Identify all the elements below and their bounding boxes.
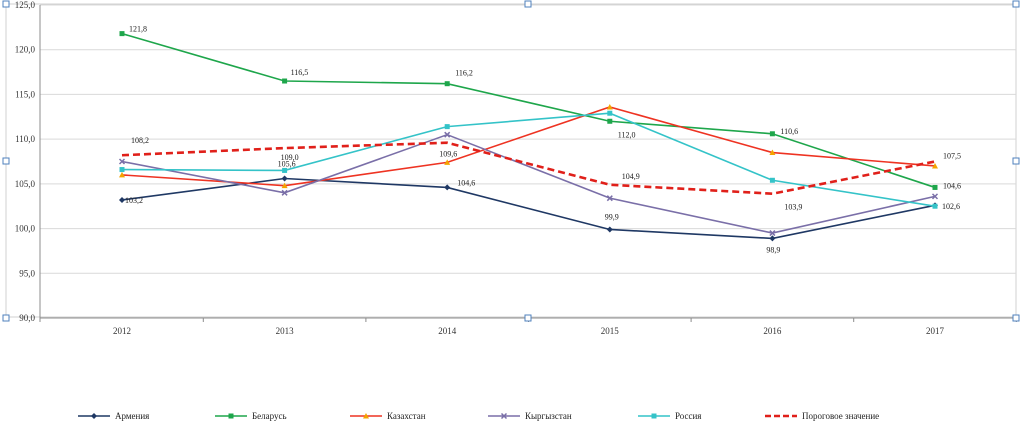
legend-marker	[651, 413, 657, 419]
data-point	[769, 235, 776, 242]
data-point	[119, 31, 125, 37]
resize-handle-top-right[interactable]	[1012, 0, 1020, 8]
data-label: 107,5	[943, 152, 961, 161]
data-point	[769, 131, 775, 137]
y-tick-label: 120,0	[15, 45, 36, 55]
data-point	[282, 78, 288, 84]
legend-label: Армения	[115, 411, 149, 421]
data-point	[119, 171, 125, 178]
y-tick-label: 110,0	[15, 134, 35, 144]
data-point	[607, 118, 613, 124]
data-point	[444, 184, 451, 191]
data-point	[119, 167, 125, 173]
data-label: 112,0	[618, 130, 636, 139]
y-tick-label: 95,0	[19, 268, 35, 278]
data-point	[444, 159, 451, 165]
data-point	[444, 124, 450, 130]
y-tick-label: 100,0	[15, 224, 36, 234]
y-tick-label: 90,0	[19, 313, 35, 323]
legend-label: Казахстан	[387, 411, 426, 421]
series-line-4	[121, 112, 936, 208]
x-tick-label: 2014	[438, 326, 457, 336]
data-label: 110,6	[780, 127, 798, 136]
data-point	[932, 162, 938, 169]
data-label: 109,6	[439, 150, 457, 159]
data-label: 121,8	[129, 25, 147, 34]
data-point	[606, 103, 613, 110]
data-labels: 103,2 105,6 104,6 99,9 98,9 121,8 116,5 116,2 11…	[125, 25, 961, 255]
resize-handle-top-center[interactable]	[524, 0, 532, 8]
resize-handle-top-left[interactable]	[2, 0, 10, 8]
data-point	[444, 131, 451, 138]
data-label: 116,5	[291, 68, 309, 77]
data-point	[769, 230, 776, 237]
legend-label: Пороговое значение	[802, 411, 879, 421]
series-line-2	[121, 106, 936, 187]
series-line-1	[121, 32, 936, 189]
resize-handle-bottom-right[interactable]	[1012, 314, 1020, 322]
legend-label: Россия	[675, 411, 701, 421]
data-point	[932, 203, 938, 209]
data-label: 98,9	[766, 245, 780, 254]
series-line-3	[121, 133, 936, 234]
gridlines	[40, 4, 1016, 274]
data-label: 99,9	[605, 212, 619, 221]
resize-handle-middle-right[interactable]	[1012, 157, 1020, 165]
legend-marker	[363, 413, 369, 419]
resize-handle-bottom-center[interactable]	[524, 314, 532, 322]
data-point	[607, 110, 613, 116]
data-label: 105,6	[278, 159, 296, 168]
series-line-5	[121, 141, 936, 196]
y-axis: 90,0 95,0 100,0 105,0 110,0 115,0 120,0 125,0	[15, 0, 41, 323]
selection-handles[interactable]	[2, 0, 1020, 322]
data-label: 103,9	[784, 203, 802, 212]
legend-label: Беларусь	[252, 411, 287, 421]
data-point	[769, 177, 775, 183]
data-point	[444, 81, 450, 87]
y-tick-label: 115,0	[15, 89, 35, 99]
y-tick-label: 125,0	[15, 0, 36, 10]
resize-handle-bottom-left[interactable]	[2, 314, 10, 322]
x-tick-label: 2013	[276, 326, 295, 336]
x-tick-label: 2015	[601, 326, 620, 336]
data-point	[932, 184, 938, 190]
data-label: 104,6	[943, 181, 961, 190]
legend: Армения Беларусь Казахстан Кыргызстан Россия…	[78, 411, 879, 421]
data-point	[282, 167, 288, 173]
data-point	[281, 182, 288, 189]
data-point	[281, 175, 288, 182]
data-point	[769, 149, 776, 156]
resize-handle-middle-left[interactable]	[2, 157, 10, 165]
data-label: 103,2	[125, 196, 143, 205]
legend-label: Кыргызстан	[525, 411, 572, 421]
x-tick-label: 2016	[763, 326, 782, 336]
data-point	[606, 195, 613, 202]
data-point	[281, 189, 288, 196]
data-point	[119, 196, 125, 203]
data-point	[118, 158, 126, 165]
legend-marker	[500, 412, 508, 420]
data-point	[606, 226, 613, 233]
data-label: 104,6	[457, 178, 475, 187]
series-line-0	[121, 177, 936, 240]
x-tick-label: 2012	[113, 326, 131, 336]
data-label: 108,2	[131, 136, 149, 145]
legend-marker	[228, 413, 234, 419]
data-label: 102,6	[942, 202, 960, 211]
series-group	[118, 31, 939, 242]
data-label: 109,0	[281, 153, 299, 162]
y-tick-label: 105,0	[15, 179, 36, 189]
data-point	[931, 193, 939, 200]
x-tick-label: 2017	[926, 326, 945, 336]
legend-marker	[91, 413, 97, 419]
data-label: 104,9	[622, 172, 640, 181]
data-label: 116,2	[455, 69, 473, 78]
